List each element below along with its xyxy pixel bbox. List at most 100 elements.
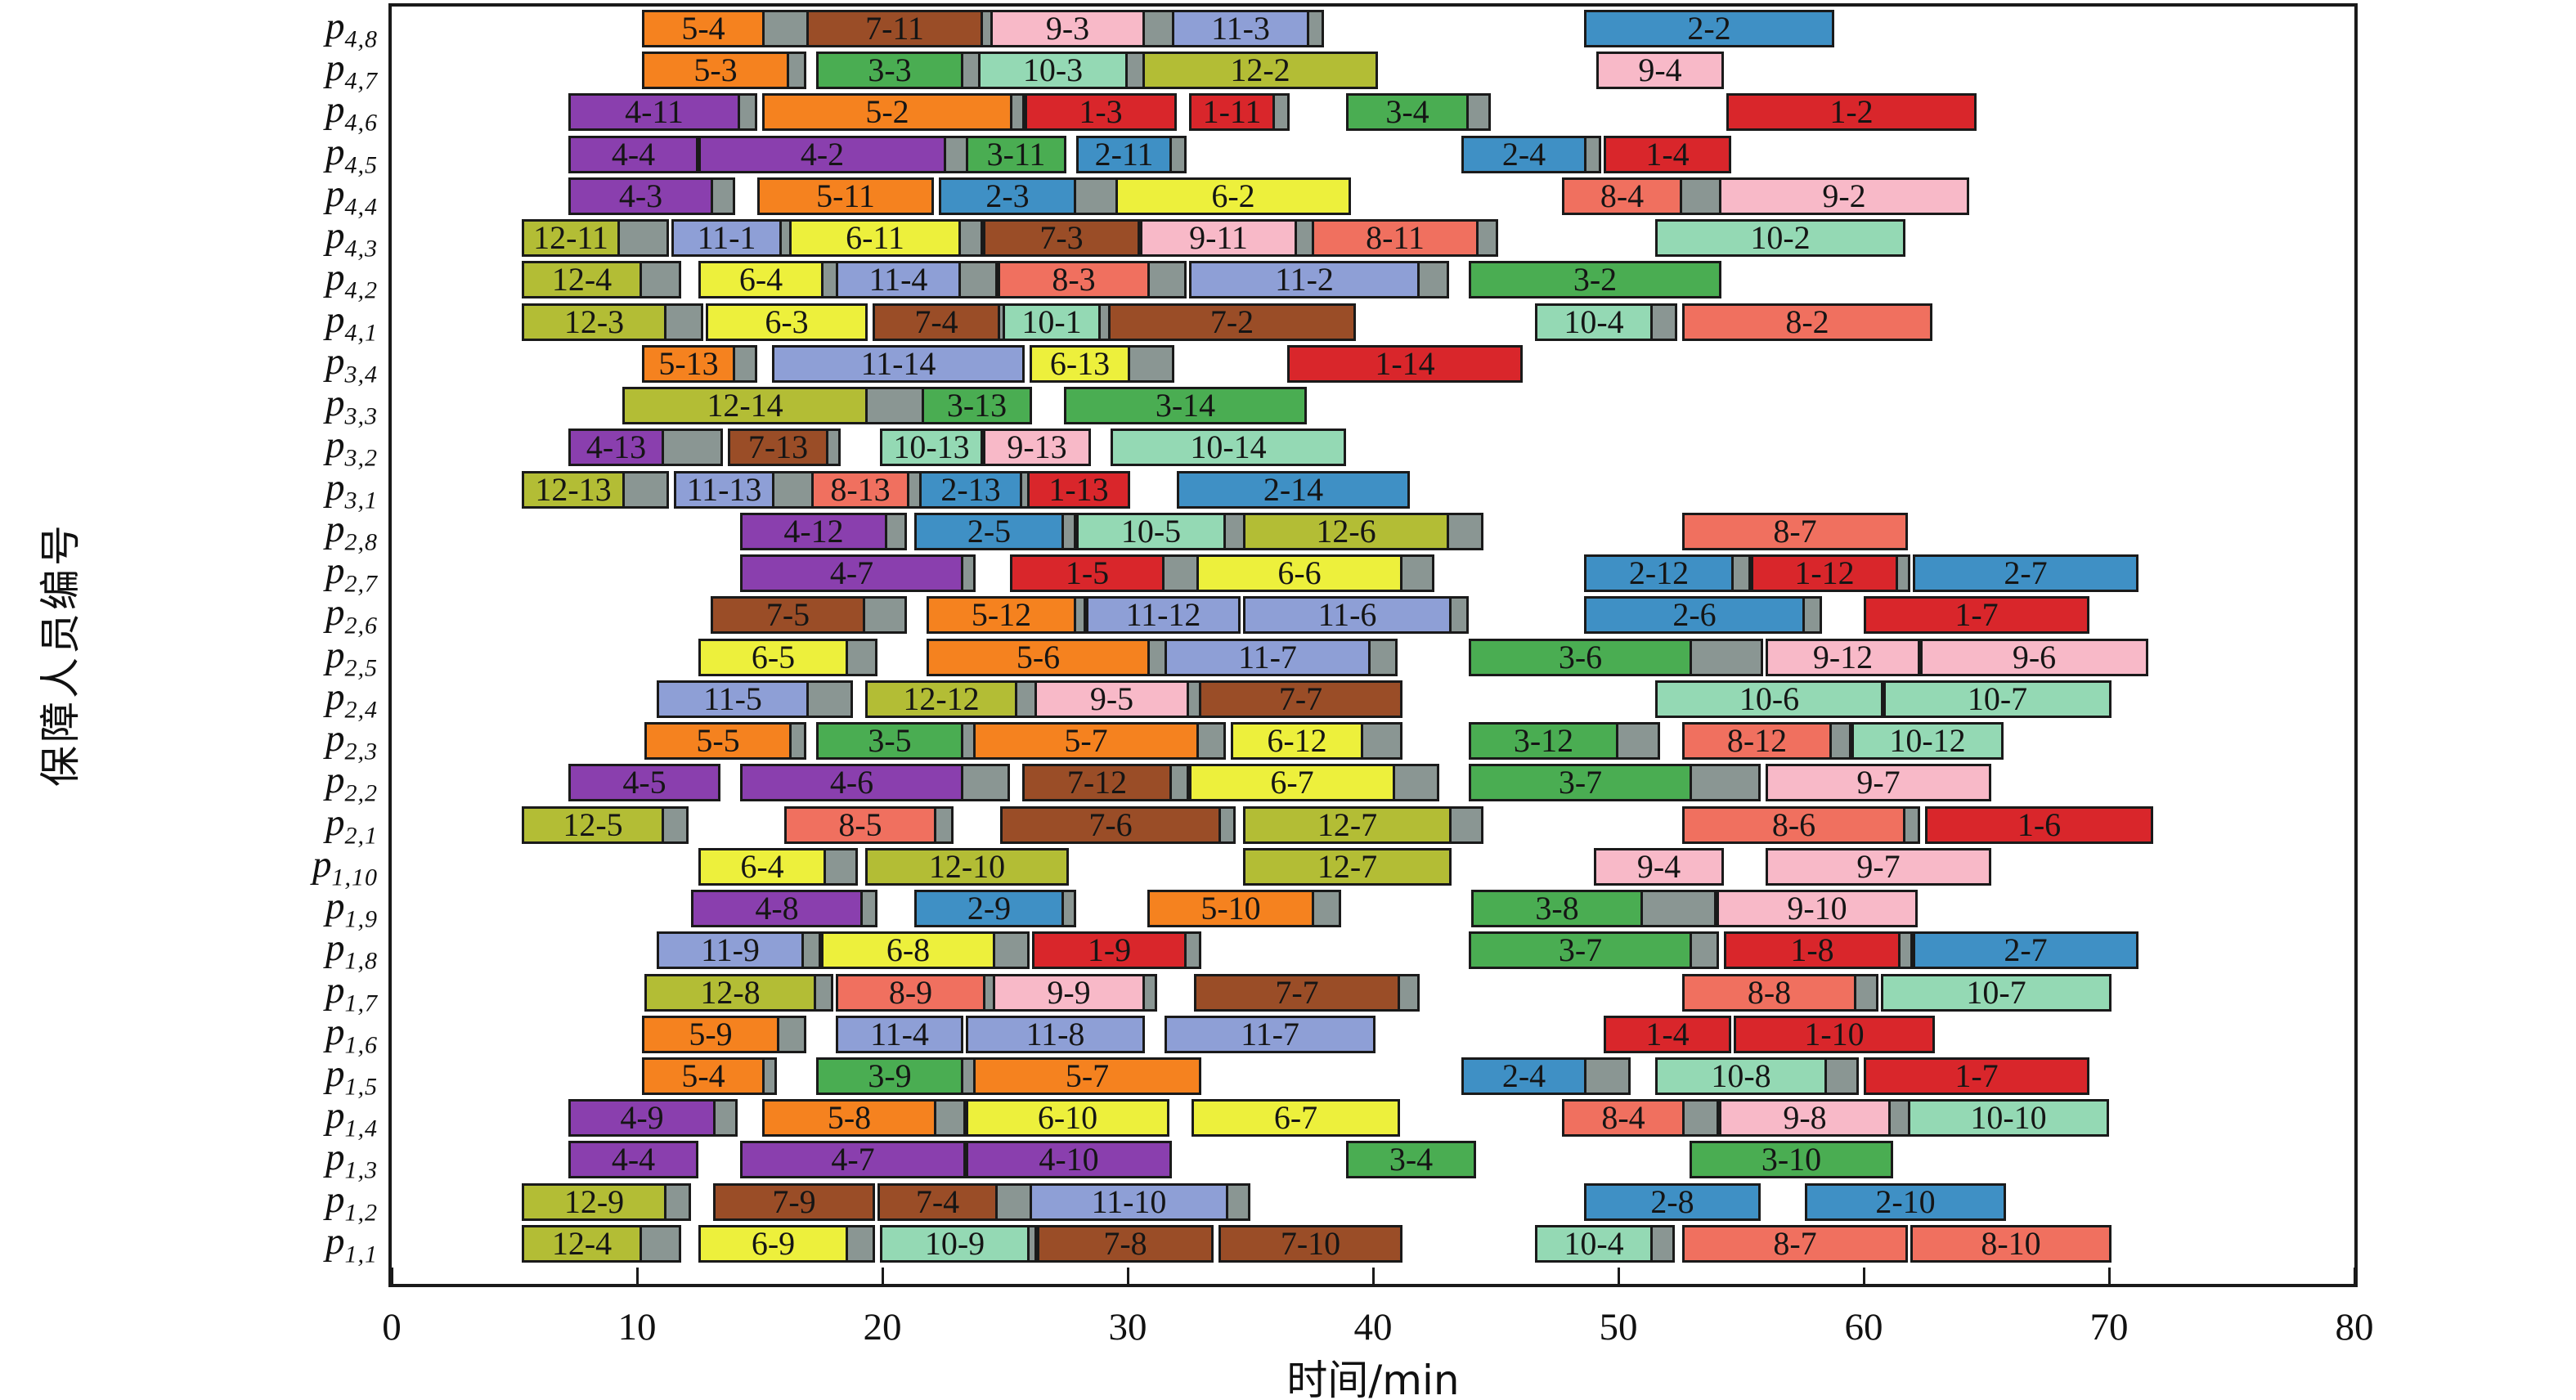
task-fill: 1-6 [1928, 808, 2151, 841]
task-fill: 5-6 [929, 640, 1150, 674]
x-tick-label: 0 [382, 1306, 402, 1348]
task-bar-2-2: 2-2 [1584, 10, 1834, 47]
task-label: 9-10 [1787, 890, 1847, 927]
changeover-segment [963, 725, 973, 758]
row-label-p1,7: p1,7 [325, 968, 378, 1016]
task-fill: 4-4 [571, 1143, 696, 1177]
task-fill: 10-5 [1079, 514, 1226, 548]
task-bar-9-2: 9-2 [1719, 177, 1969, 215]
changeover-segment [1309, 12, 1322, 45]
task-bar-11-4: 11-4 [836, 1015, 963, 1053]
changeover-segment [1297, 222, 1312, 255]
task-bar-9-8: 9-8 [1719, 1099, 1910, 1138]
task-fill: 3-7 [1471, 766, 1692, 800]
task-fill: 1-3 [1027, 96, 1174, 129]
task-fill: 5-7 [976, 1060, 1199, 1093]
task-label: 10-8 [1711, 1057, 1771, 1094]
task-fill: 7-3 [985, 222, 1138, 255]
changeover-segment [961, 222, 981, 255]
task-fill: 4-7 [743, 557, 963, 590]
task-fill: 9-10 [1719, 890, 1915, 927]
task-fill: 2-7 [1915, 557, 2136, 590]
task-bar-11-1: 11-1 [671, 219, 794, 258]
changeover-segment [1685, 1102, 1717, 1135]
task-fill: 5-7 [976, 722, 1199, 760]
task-label: 8-7 [1773, 1224, 1817, 1262]
task-label: 8-13 [830, 470, 891, 508]
task-label: 8-2 [1785, 303, 1829, 340]
changeover-segment [1692, 766, 1758, 800]
task-label: 11-14 [860, 344, 936, 382]
task-fill: 8-8 [1685, 976, 1856, 1009]
task-bar-10-6: 10-6 [1655, 680, 1883, 718]
task-fill: 6-6 [1199, 557, 1402, 590]
changeover-segment [765, 1060, 774, 1093]
task-label: 3-5 [868, 722, 912, 760]
task-bar-2-9: 2-9 [914, 890, 1076, 928]
task-bar-10-13: 10-13 [880, 429, 983, 467]
task-bar-12-13: 12-13 [522, 470, 669, 509]
task-fill: 9-4 [1599, 54, 1721, 88]
task-label: 5-3 [693, 52, 738, 89]
changeover-segment [936, 808, 951, 841]
changeover-segment [963, 766, 1008, 800]
task-fill: 12-2 [1145, 54, 1376, 88]
task-bar-5-6: 5-6 [927, 638, 1167, 676]
x-tick-label: 30 [1108, 1306, 1147, 1348]
task-label: 1-5 [1065, 554, 1110, 592]
task-label: 3-4 [1385, 93, 1429, 131]
task-label: 4-13 [586, 429, 647, 466]
task-fill: 12-4 [524, 263, 642, 297]
task-fill: 10-2 [1658, 222, 1903, 255]
plot-border [388, 3, 2358, 1287]
task-fill: 4-7 [743, 1143, 963, 1177]
task-bar-11-8: 11-8 [966, 1015, 1145, 1053]
changeover-segment [792, 725, 804, 758]
task-bar-7-13: 7-13 [728, 429, 841, 467]
task-bar-3-7: 3-7 [1469, 764, 1761, 802]
changeover-segment [804, 934, 819, 967]
task-fill: 8-2 [1685, 303, 1930, 340]
task-label: 8-10 [1981, 1224, 2041, 1262]
row-label-p1,6: p1,6 [325, 1010, 378, 1059]
changeover-segment [664, 808, 686, 841]
task-fill: 2-4 [1464, 1060, 1586, 1093]
task-fill: 9-5 [1037, 682, 1189, 716]
x-tick [390, 1268, 393, 1284]
task-fill: 10-4 [1537, 1227, 1653, 1260]
changeover-segment [1172, 137, 1184, 171]
task-label: 9-2 [1822, 177, 1866, 214]
task-bar-2-4: 2-4 [1461, 135, 1601, 173]
x-tick [881, 1268, 884, 1284]
task-bar-1-11: 1-11 [1189, 93, 1290, 132]
task-fill: 3-7 [1471, 934, 1692, 967]
changeover-segment [1479, 222, 1496, 255]
task-bar-4-7: 4-7 [740, 1141, 966, 1179]
task-bar-8-7: 8-7 [1682, 512, 1908, 550]
task-label: 5-13 [658, 344, 719, 382]
task-label: 6-9 [751, 1224, 796, 1262]
task-bar-9-4: 9-4 [1594, 847, 1724, 886]
task-label: 10-7 [1967, 680, 2028, 717]
task-fill: 10-9 [882, 1227, 1030, 1260]
row-label-p4,3: p4,3 [325, 214, 378, 262]
task-label: 7-10 [1280, 1224, 1341, 1262]
task-fill: 12-14 [625, 389, 868, 423]
task-label: 9-6 [2012, 638, 2057, 675]
task-fill: 6-8 [824, 934, 995, 967]
task-fill: 11-9 [659, 934, 804, 967]
task-fill: 3-11 [968, 137, 1064, 171]
changeover-segment [828, 431, 838, 464]
task-label: 5-5 [696, 722, 740, 760]
task-label: 7-9 [772, 1182, 816, 1220]
task-fill: 12-8 [647, 976, 816, 1009]
task-bar-5-4: 5-4 [642, 10, 809, 47]
task-fill: 12-11 [524, 222, 620, 255]
task-label: 5-7 [1064, 722, 1108, 760]
task-bar-7-9: 7-9 [713, 1182, 875, 1221]
task-fill: 7-11 [809, 12, 983, 45]
task-fill: 4-3 [571, 179, 713, 213]
task-label: 1-2 [1829, 93, 1874, 131]
task-label: 9-8 [1783, 1099, 1827, 1137]
task-bar-4-4: 4-4 [568, 135, 698, 173]
